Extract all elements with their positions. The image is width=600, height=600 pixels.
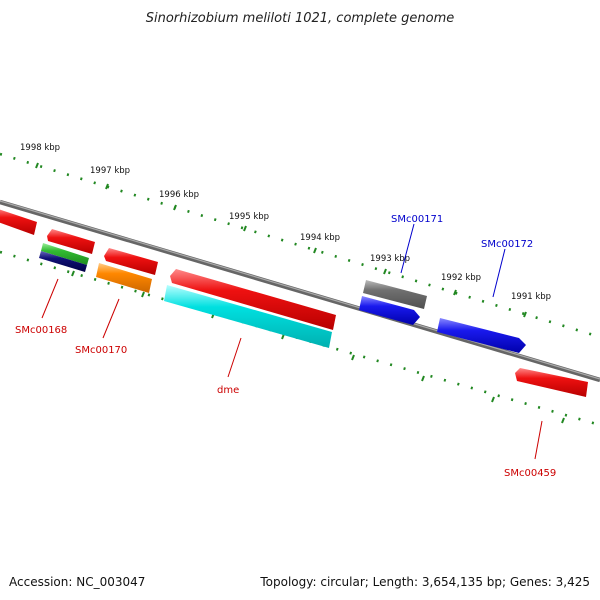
accession-text: Accession: NC_003047 [9, 575, 145, 589]
label-dme[interactable]: dme [217, 385, 239, 396]
genome-backbone-highlight [0, 200, 600, 380]
gene-green[interactable] [41, 243, 89, 265]
gene-smc00168-neighbour[interactable] [47, 229, 95, 254]
tick-label-1996: 1996 kbp [159, 190, 199, 200]
genome-summary-text: Topology: circular; Length: 3,654,135 bp… [259, 575, 590, 589]
gene-smc00459[interactable] [515, 368, 588, 397]
outer-major-ticks [35, 162, 527, 318]
genome-title: Sinorhizobium meliloti 1021, complete ge… [146, 11, 455, 26]
callout-smc00172 [492, 248, 506, 298]
gene-red-left-edge[interactable] [0, 208, 37, 235]
genome-backbone [0, 199, 600, 383]
label-smc00172[interactable]: SMc00172 [481, 239, 533, 250]
gene-blue-short[interactable] [359, 296, 420, 325]
tick-label-1992: 1992 kbp [441, 273, 481, 283]
gene-dme[interactable] [164, 285, 332, 348]
gene-red-mid[interactable] [104, 248, 158, 275]
callout-dme [227, 337, 242, 378]
tick-label-1997: 1997 kbp [90, 166, 130, 176]
label-smc00459[interactable]: SMc00459 [504, 468, 556, 479]
gene-smc00171[interactable] [363, 280, 427, 309]
gene-large-red[interactable] [170, 269, 336, 330]
label-smc00168[interactable]: SMc00168 [15, 325, 67, 336]
callout-smc00170 [102, 298, 120, 339]
gene-smc00172[interactable] [437, 318, 526, 353]
callout-smc00459 [534, 420, 543, 460]
gene-smc00168[interactable] [39, 251, 87, 272]
gene-smc00170[interactable] [96, 263, 152, 293]
callout-smc00168 [41, 278, 59, 319]
label-smc00170[interactable]: SMc00170 [75, 345, 127, 356]
tick-label-1994: 1994 kbp [300, 233, 340, 243]
tick-label-1993: 1993 kbp [370, 254, 410, 264]
tick-label-1998: 1998 kbp [20, 143, 60, 153]
tick-label-1995: 1995 kbp [229, 212, 269, 222]
label-smc00171[interactable]: SMc00171 [391, 214, 443, 225]
tick-label-1991: 1991 kbp [511, 292, 551, 302]
callout-smc00171 [400, 223, 415, 274]
